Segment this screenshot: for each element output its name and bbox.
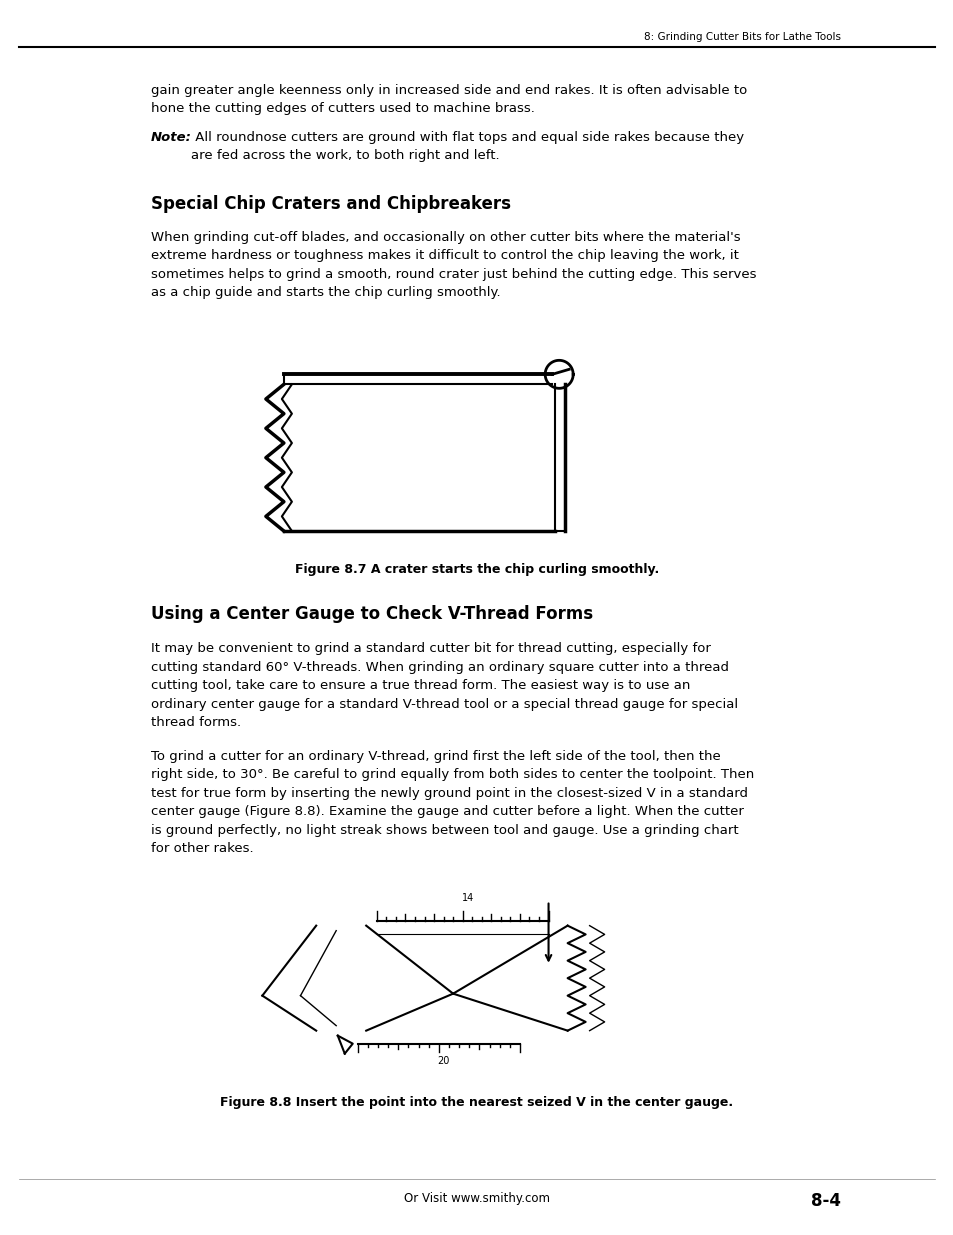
Text: It may be convenient to grind a standard cutter bit for thread cutting, especial: It may be convenient to grind a standard… [151,642,737,729]
Text: Special Chip Craters and Chipbreakers: Special Chip Craters and Chipbreakers [151,195,510,214]
Text: When grinding cut-off blades, and occasionally on other cutter bits where the ma: When grinding cut-off blades, and occasi… [151,231,756,299]
Text: To grind a cutter for an ordinary V-thread, grind first the left side of the too: To grind a cutter for an ordinary V-thre… [151,750,753,855]
Text: 8: Grinding Cutter Bits for Lathe Tools: 8: Grinding Cutter Bits for Lathe Tools [644,32,841,42]
Text: Note:: Note: [151,131,192,144]
Text: 20: 20 [437,1056,450,1066]
Text: Using a Center Gauge to Check V-Thread Forms: Using a Center Gauge to Check V-Thread F… [151,605,592,624]
Text: Figure 8.8 Insert the point into the nearest seized V in the center gauge.: Figure 8.8 Insert the point into the nea… [220,1095,733,1109]
Text: 8-4: 8-4 [811,1192,841,1210]
Text: gain greater angle keenness only in increased side and end rakes. It is often ad: gain greater angle keenness only in incr… [151,84,746,116]
Text: 14: 14 [461,893,474,903]
Text: All roundnose cutters are ground with flat tops and equal side rakes because the: All roundnose cutters are ground with fl… [191,131,743,163]
Text: Figure 8.7 A crater starts the chip curling smoothly.: Figure 8.7 A crater starts the chip curl… [294,563,659,576]
Text: Or Visit www.smithy.com: Or Visit www.smithy.com [403,1192,550,1205]
